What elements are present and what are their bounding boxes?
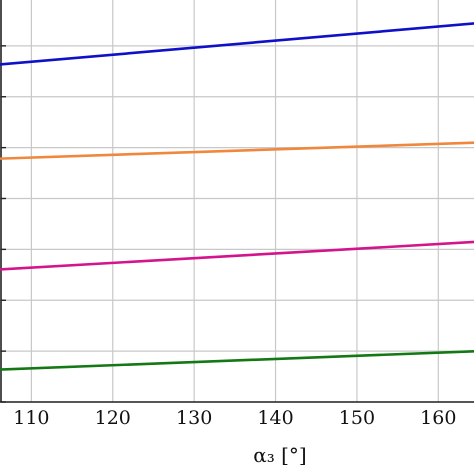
grid-lines — [0, 0, 474, 403]
x-tick-label-1: 110 — [13, 407, 49, 429]
x-tick-label-5: 150 — [339, 407, 375, 429]
x-tick-label-4: 140 — [257, 407, 293, 429]
x-axis-label: α₃ [°] — [253, 443, 307, 467]
series-line-0 — [0, 22, 474, 66]
series-line-2 — [0, 240, 474, 271]
series-lines — [0, 22, 474, 371]
x-tick-label-3: 130 — [176, 407, 212, 429]
plot-frame — [0, 0, 474, 403]
x-tick-label-2: 120 — [95, 407, 131, 429]
series-line-3 — [0, 349, 474, 371]
x-tick-label-6: 160 — [420, 407, 456, 429]
x-tick-labels: 100110120130140150160 — [13, 407, 456, 429]
series-line-1 — [0, 141, 474, 160]
